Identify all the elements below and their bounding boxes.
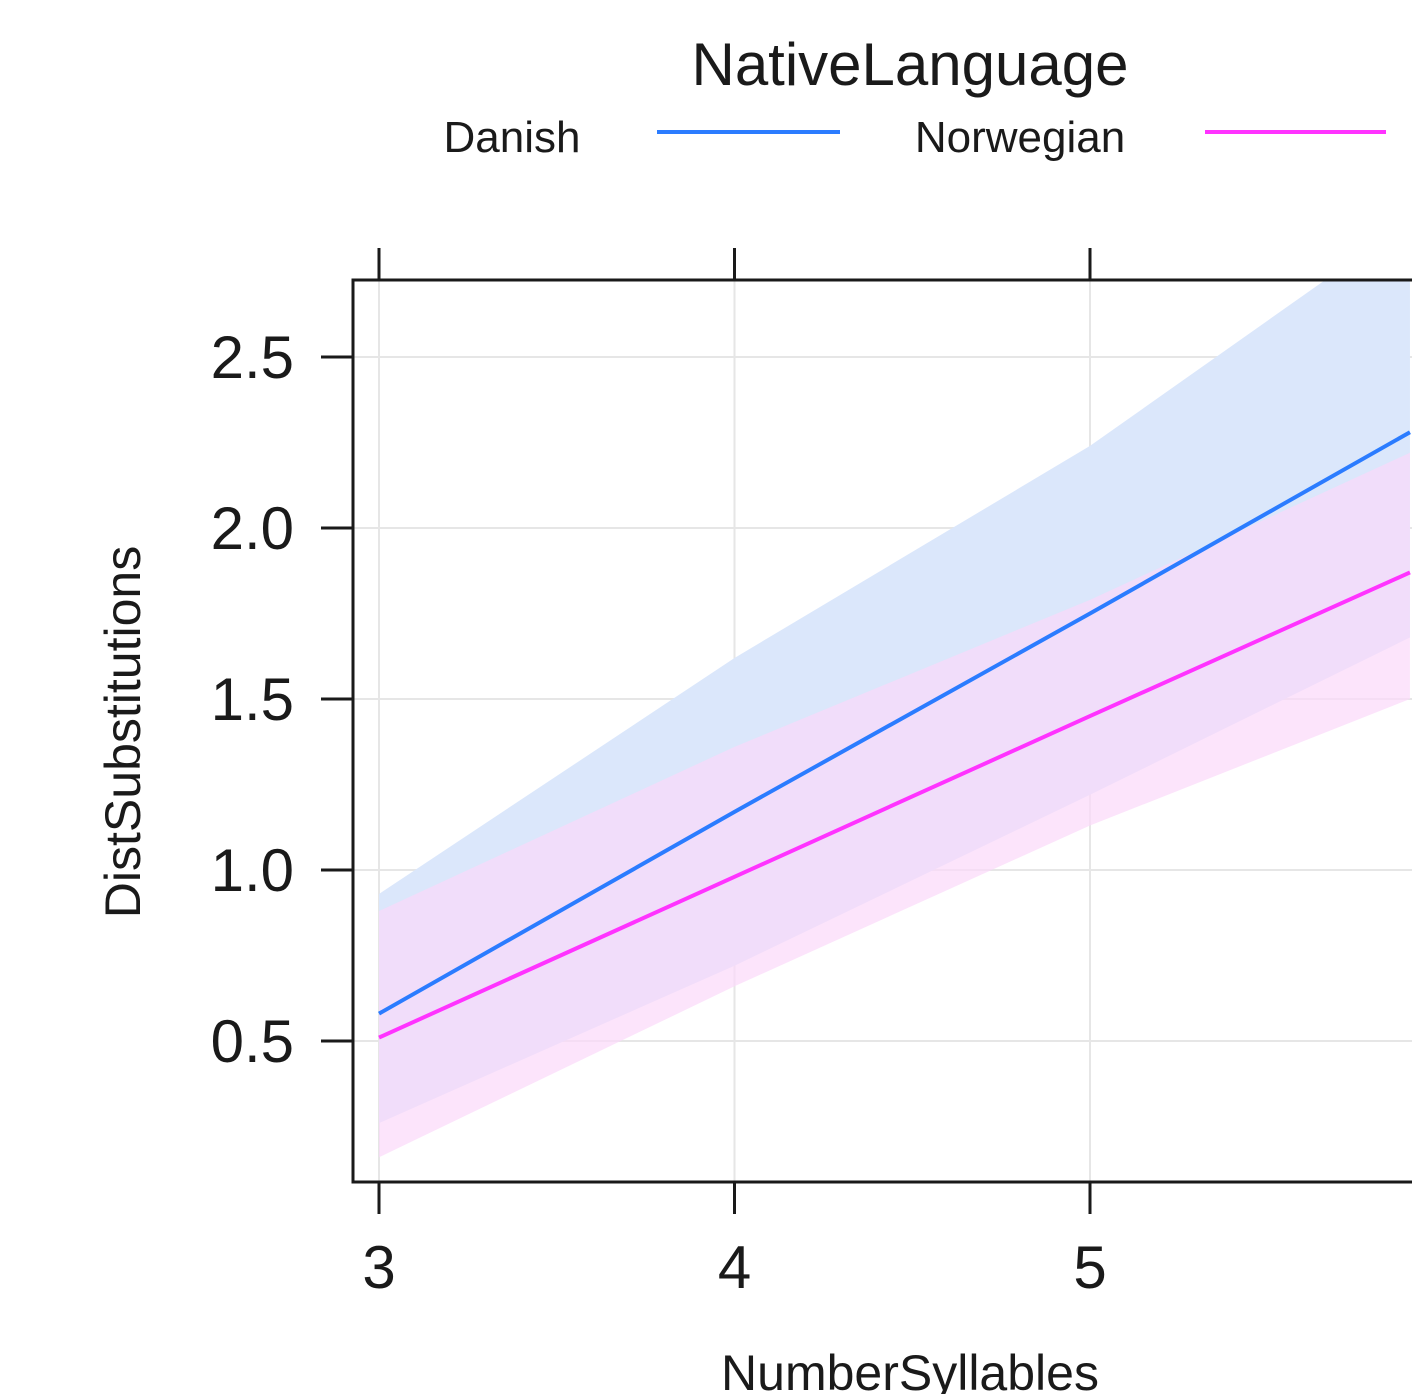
x-tick-label: 5	[1073, 1234, 1106, 1301]
y-tick-label: 0.5	[211, 1008, 294, 1075]
legend-label-norwegian: Norwegian	[915, 113, 1125, 162]
y-axis-label: DistSubstitutions	[95, 546, 151, 918]
y-tick-label: 2.5	[211, 324, 294, 391]
x-tick-label: 4	[718, 1234, 751, 1301]
series-line-danish	[378, 430, 1411, 1016]
y-tick-label: 2.0	[211, 495, 294, 562]
legend-title: NativeLanguage	[691, 31, 1128, 98]
series-lines	[378, 430, 1411, 1040]
legend-label-danish: Danish	[444, 113, 581, 162]
confidence-bands	[379, 280, 1410, 1158]
legend: Danish Norwegian	[444, 113, 1386, 162]
x-axis-label: NumberSyllables	[721, 1345, 1099, 1394]
x-tick-label: 3	[362, 1234, 395, 1301]
axes: 3 4 5 0.5 1.0 1.5 2.0 2.5	[211, 248, 1107, 1301]
series-line-norwegian	[378, 570, 1411, 1040]
y-tick-label: 1.0	[211, 837, 294, 904]
y-tick-label: 1.5	[211, 666, 294, 733]
plot-frame	[351, 278, 1412, 1184]
